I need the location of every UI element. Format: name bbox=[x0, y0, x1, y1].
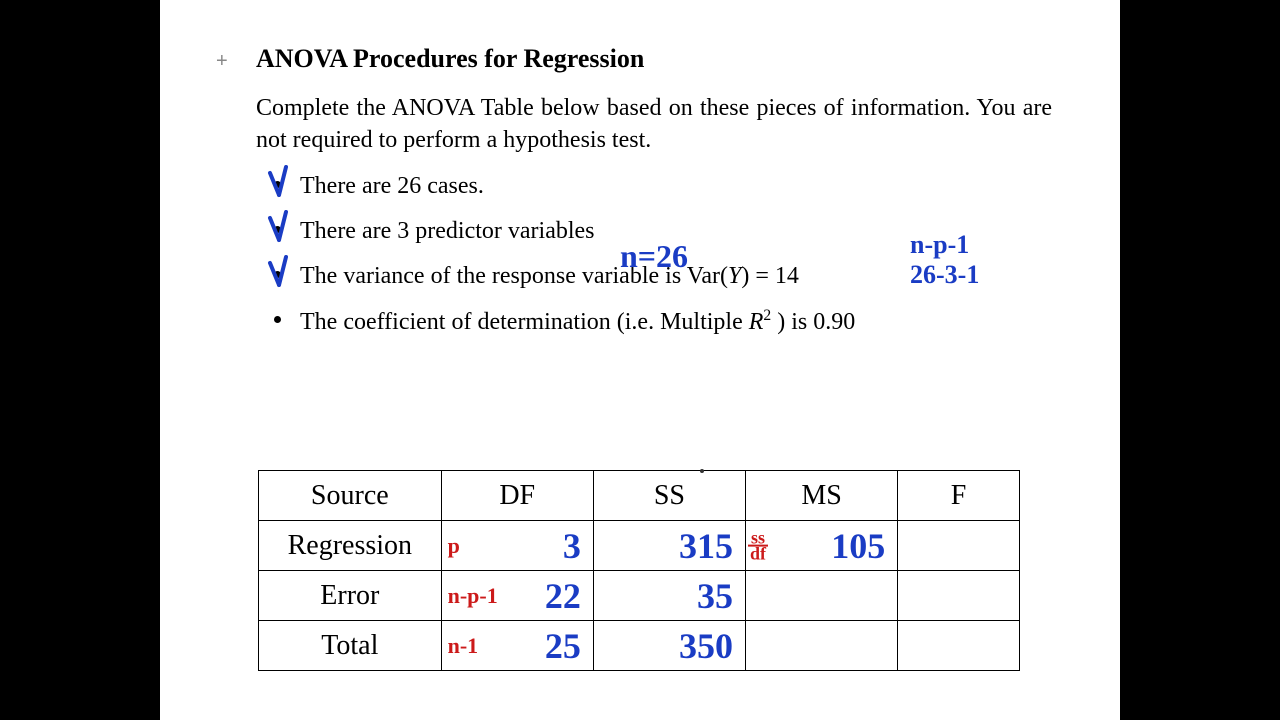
handwriting-value: 105 bbox=[831, 528, 885, 564]
anova-table-wrap: Source DF SS MS F Regression p 3 315 bbox=[258, 470, 1020, 671]
handwriting-value: 3 bbox=[563, 528, 581, 564]
table-row-regression: Regression p 3 315 ss df 105 bbox=[259, 521, 1020, 571]
cell-f bbox=[898, 571, 1020, 621]
bullet-dot-icon bbox=[274, 181, 281, 188]
cell-df: p 3 bbox=[441, 521, 593, 571]
handwriting-value: 25 bbox=[545, 628, 581, 664]
cell-ss: 35 bbox=[593, 571, 745, 621]
cell-ss: 315 bbox=[593, 521, 745, 571]
table-header-row: Source DF SS MS F bbox=[259, 471, 1020, 521]
handwriting-value: 22 bbox=[545, 578, 581, 614]
handwriting-formula: n-1 bbox=[448, 635, 479, 657]
bullet-text: There are 26 cases. bbox=[300, 173, 484, 199]
bullet-text: The coefficient of determination (i.e. M… bbox=[300, 309, 855, 335]
cursor-plus-icon: + bbox=[216, 50, 228, 73]
col-header-source: Source bbox=[259, 471, 442, 521]
col-header-ss: SS bbox=[593, 471, 745, 521]
title-row: + ANOVA Procedures for Regression bbox=[256, 44, 1052, 74]
cell-f bbox=[898, 621, 1020, 671]
cell-f bbox=[898, 521, 1020, 571]
cell-ms bbox=[746, 621, 898, 671]
table-row-total: Total n-1 25 350 bbox=[259, 621, 1020, 671]
cell-df: n-p-1 22 bbox=[441, 571, 593, 621]
bullet-dot-icon bbox=[274, 271, 281, 278]
page-title: ANOVA Procedures for Regression bbox=[256, 44, 1052, 74]
bullet-dot-icon bbox=[274, 226, 281, 233]
handwriting-value: 350 bbox=[679, 628, 733, 664]
cell-source: Total bbox=[259, 621, 442, 671]
handwriting-formula: p bbox=[448, 535, 460, 557]
bullet-text: There are 3 predictor variables bbox=[300, 218, 595, 244]
bullet-variance: The variance of the response variable is… bbox=[256, 261, 1052, 292]
bullet-list: There are 26 cases. There are 3 predicto… bbox=[256, 171, 1052, 339]
bullet-text: The variance of the response variable is… bbox=[300, 263, 799, 289]
document-page: + ANOVA Procedures for Regression Comple… bbox=[160, 0, 1120, 720]
content-area: + ANOVA Procedures for Regression Comple… bbox=[160, 0, 1120, 339]
handwriting-formula: n-p-1 bbox=[448, 585, 498, 607]
bullet-cases: There are 26 cases. bbox=[256, 171, 1052, 202]
cell-ss: 350 bbox=[593, 621, 745, 671]
bullet-dot-icon bbox=[274, 316, 281, 323]
anova-table: Source DF SS MS F Regression p 3 315 bbox=[258, 470, 1020, 671]
instruction-paragraph: Complete the ANOVA Table below based on … bbox=[256, 92, 1052, 157]
col-header-df: DF bbox=[441, 471, 593, 521]
col-header-ms: MS bbox=[746, 471, 898, 521]
table-row-error: Error n-p-1 22 35 bbox=[259, 571, 1020, 621]
handwriting-value: 315 bbox=[679, 528, 733, 564]
handwriting-value: 35 bbox=[697, 578, 733, 614]
cell-source: Regression bbox=[259, 521, 442, 571]
bullet-r-squared: The coefficient of determination (i.e. M… bbox=[256, 306, 1052, 338]
col-header-f: F bbox=[898, 471, 1020, 521]
cell-ms: ss df 105 bbox=[746, 521, 898, 571]
cell-source: Error bbox=[259, 571, 442, 621]
cell-df: n-1 25 bbox=[441, 621, 593, 671]
cell-ms bbox=[746, 571, 898, 621]
bullet-predictors: There are 3 predictor variables bbox=[256, 216, 1052, 247]
handwriting-formula: ss df bbox=[748, 530, 768, 561]
